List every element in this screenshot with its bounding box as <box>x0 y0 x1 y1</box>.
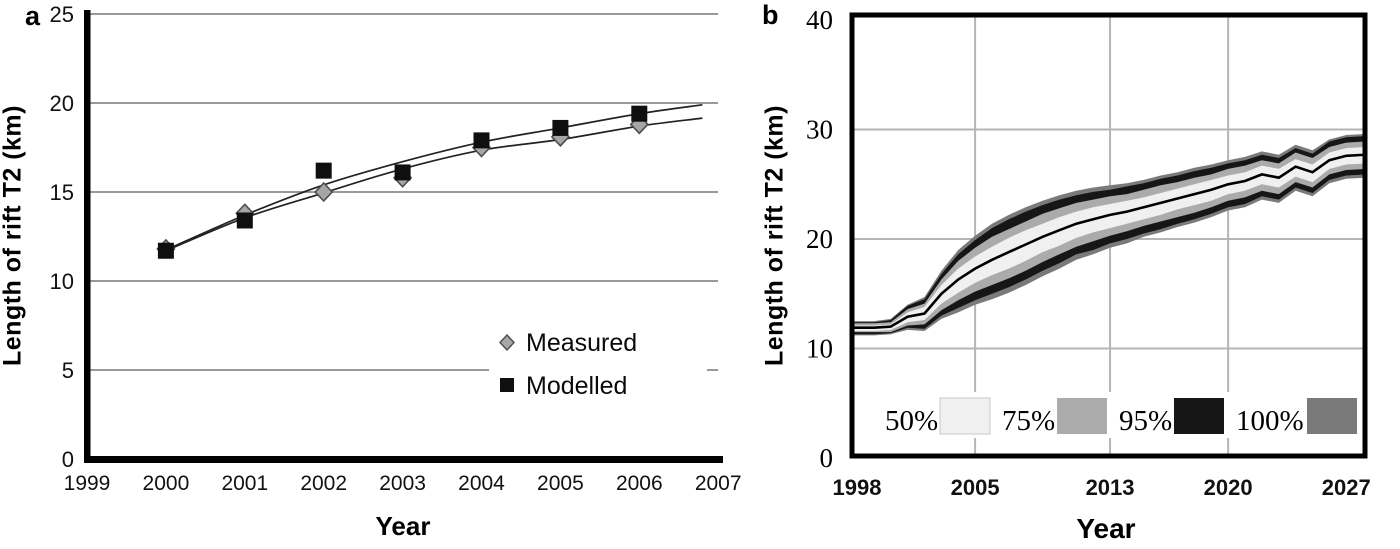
panel-b-xtick-1998: 1998 <box>833 475 882 500</box>
panel-a-xtick-1999: 1999 <box>64 472 111 495</box>
panel-a-xtick-2005: 2005 <box>537 472 584 495</box>
modelled-point-2005 <box>552 119 569 136</box>
panel-b-ytick-20: 20 <box>806 224 833 254</box>
panel-b-ytick-0: 0 <box>820 443 834 473</box>
modelled-point-2003 <box>394 164 411 181</box>
panel-a: Measured Modelled 0 5 10 15 20 25 1999 2000 2001 20… <box>50 2 742 495</box>
legend-label-100%: 100% <box>1236 405 1304 437</box>
panel-a-xtick-2007: 2007 <box>695 472 742 495</box>
panel-a-y-axis-line <box>84 10 91 463</box>
panel-a-xtick-2003: 2003 <box>379 472 426 495</box>
modelled-point-2000 <box>157 242 174 259</box>
legend-swatch-95% <box>1174 398 1224 434</box>
panel-b-ytick-30: 30 <box>806 115 833 145</box>
modelled-point-2004 <box>473 132 490 149</box>
panel-b-xtick-2027: 2027 <box>1322 475 1371 500</box>
legend-label-measured: Measured <box>526 329 637 357</box>
legend-swatch-75% <box>1057 398 1107 434</box>
legend-label-50%: 50% <box>885 405 938 437</box>
measured-point-2002 <box>314 181 334 203</box>
legend-label-95%: 95% <box>1119 405 1172 437</box>
legend-swatch-50% <box>939 397 991 435</box>
modelled-point-2002 <box>315 162 332 179</box>
panel-a-label: a <box>25 1 41 31</box>
legend-swatch-100% <box>1307 398 1357 434</box>
panel-a-xtick-2006: 2006 <box>616 472 663 495</box>
panel-a-ytick-10: 10 <box>50 269 74 294</box>
panel-b-y-axis-title: Length of rift T2 (km) <box>760 105 789 366</box>
fan-bands <box>852 133 1365 336</box>
modelled-point-2001 <box>236 212 253 229</box>
panel-b-xtick-2020: 2020 <box>1204 475 1253 500</box>
panel-a-xtick-2004: 2004 <box>458 472 505 495</box>
panel-a-xtick-2001: 2001 <box>221 472 268 495</box>
trend-line-measured-fit <box>165 117 703 252</box>
modelled-point-2006 <box>631 105 648 122</box>
panel-b-ytick-40: 40 <box>806 5 833 35</box>
legend-diamond-marker <box>499 333 515 352</box>
legend-label-modelled: Modelled <box>526 372 627 400</box>
panel-b-xtick-2013: 2013 <box>1086 475 1135 500</box>
fan-band-50% <box>852 147 1365 331</box>
legend-square-marker <box>500 378 514 392</box>
panel-a-ytick-20: 20 <box>50 91 74 116</box>
panel-a-ytick-0: 0 <box>62 447 74 472</box>
panel-b: 50% 75% 95% 100% 0 10 20 30 40 1998 2005 2013 2020 20… <box>806 5 1371 500</box>
panel-b-plot-border <box>849 12 1368 459</box>
panel-a-ytick-15: 15 <box>50 180 74 205</box>
panel-a-x-axis-line <box>84 456 723 463</box>
panel-a-ytick-25: 25 <box>50 2 74 27</box>
panel-a-legend-box <box>489 316 707 404</box>
fan-median-line <box>852 153 1365 329</box>
panel-a-ytick-5: 5 <box>62 358 74 383</box>
legend-label-75%: 75% <box>1002 405 1055 437</box>
panel-a-y-axis-title: Length of rift T2 (km) <box>0 105 27 366</box>
panel-b-label: b <box>762 0 779 30</box>
panel-a-xtick-2000: 2000 <box>143 472 190 495</box>
panel-a-x-axis-title: Year <box>375 511 431 541</box>
panel-b-ytick-10: 10 <box>806 334 833 364</box>
panel-b-xtick-2005: 2005 <box>951 475 1000 500</box>
panel-b-x-axis-title: Year <box>1076 513 1136 544</box>
panel-a-xtick-2002: 2002 <box>300 472 347 495</box>
